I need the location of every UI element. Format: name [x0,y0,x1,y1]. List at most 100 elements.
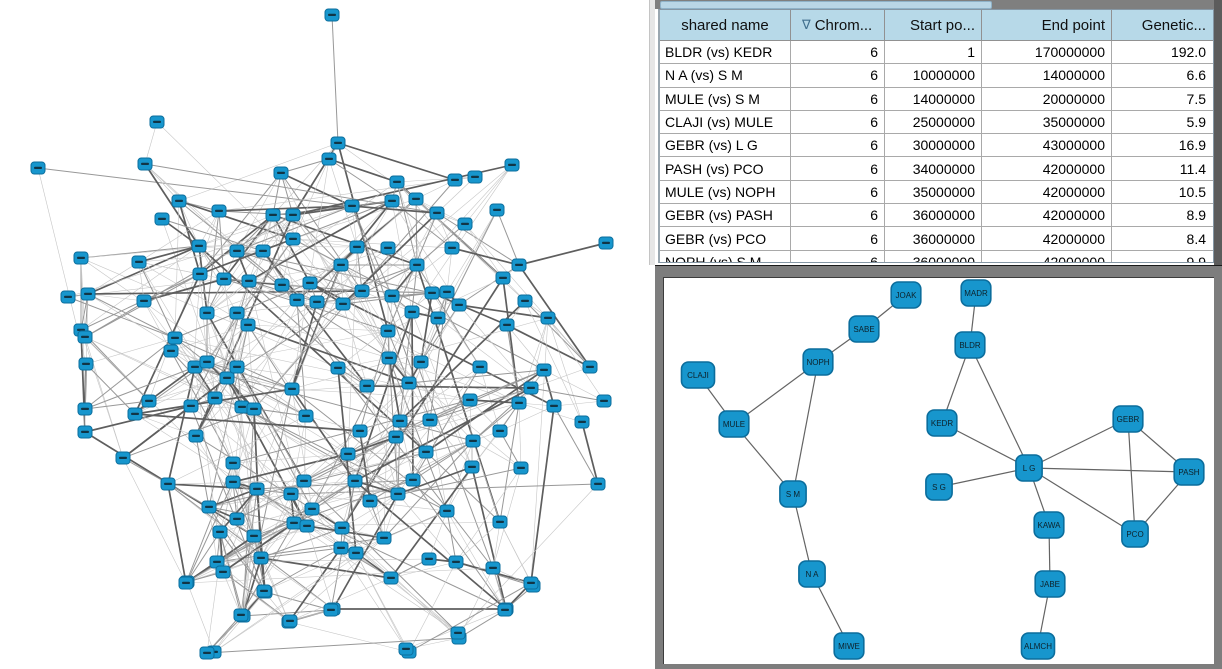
cell[interactable]: BLDR (vs) KEDR [660,41,791,64]
cell[interactable]: 35000000 [885,180,982,204]
cell[interactable]: 30000000 [885,134,982,157]
cell[interactable]: 6 [791,227,885,250]
network-edge [67,205,353,298]
cell[interactable]: 16.9 [1178,137,1206,154]
subnetwork-node-s-g[interactable] [925,473,953,501]
cell[interactable]: NOPH (vs) S M [660,250,791,262]
cell[interactable]: MULE (vs) S M [660,87,791,110]
cell[interactable]: GEBR (vs) PASH [660,204,791,227]
cell[interactable]: 5.9 [1186,114,1206,131]
cell[interactable]: N A (vs) S M [660,64,791,87]
cell[interactable]: 6 [791,110,885,134]
cell[interactable]: CLAJI (vs) MULE [660,110,791,134]
cell[interactable]: 36000000 [885,250,982,262]
cell[interactable]: 6 [791,204,885,227]
subnetwork-node-s-m[interactable] [779,480,807,508]
cell[interactable]: 14000000 [885,87,982,110]
subnetwork-node-n-a[interactable] [798,560,826,588]
cell[interactable]: 6 [791,87,885,110]
subnetwork-edge[interactable] [969,344,1030,469]
cell[interactable]: 36000000 [885,227,982,250]
subnetwork-node-madr[interactable] [960,279,992,307]
cell[interactable]: MULE (vs) NOPH [660,180,791,204]
column-header-shared-name[interactable]: shared name [660,10,791,40]
cell[interactable]: 6.6 [1186,67,1206,84]
column-header-genetic[interactable]: Genetic... [1112,10,1212,40]
table-row[interactable]: MULE (vs) S M 6 14000000 20000000 7.5 [660,87,1213,111]
subnetwork-node-joak[interactable] [890,281,922,309]
cell[interactable]: GEBR (vs) PCO [660,227,791,250]
column-header-end-point[interactable]: End point [982,10,1112,40]
subnetwork-node-gebr[interactable] [1112,405,1144,433]
subnetwork-edge[interactable] [792,361,819,495]
subnetwork-edge[interactable] [938,467,1030,488]
cell[interactable]: 6 [791,180,885,204]
subnetwork-node-pash[interactable] [1173,458,1205,486]
subnetwork-edge[interactable] [1127,418,1136,535]
table-row[interactable]: PASH (vs) PCO 6 34000000 42000000 11.4 [660,157,1213,181]
cell[interactable]: 11.4 [1179,160,1206,177]
cell[interactable]: 192.0 [1170,44,1206,61]
network-edge [328,158,358,248]
cell[interactable]: 10.5 [1178,183,1206,200]
cell[interactable]: 8.9 [1186,207,1206,224]
cell[interactable]: 42000000 [982,250,1112,262]
subnetwork-node-noph[interactable] [802,348,834,376]
cell[interactable]: 7.5 [1186,90,1206,107]
subnetwork-edge[interactable] [1028,418,1129,469]
subnetwork-node-claji[interactable] [680,361,716,389]
table-row[interactable]: GEBR (vs) PCO 6 36000000 42000000 8.4 [660,227,1213,251]
cell[interactable]: 35000000 [982,110,1112,134]
table-row[interactable]: BLDR (vs) KEDR 6 1 170000000 192.0 [660,41,1213,65]
subnetwork-node-sabe[interactable] [848,315,880,343]
scrollbar-thumb[interactable] [660,1,992,9]
subnetwork-node-kedr[interactable] [926,409,958,437]
cell[interactable]: 42000000 [982,204,1112,227]
network-edge [288,547,342,623]
cell[interactable]: 42000000 [982,180,1112,204]
subnetwork-node-l-g[interactable] [1015,454,1043,482]
subnetwork-node-jabe[interactable] [1034,570,1066,598]
subnetwork-edge[interactable] [1028,467,1190,473]
cell[interactable]: 6 [791,157,885,180]
column-header-chrom[interactable]: ∇ Chrom... [791,10,885,40]
subnetwork-node-miwe[interactable] [833,632,865,660]
horizontal-scrollbar[interactable] [655,0,1214,9]
table-row[interactable]: NOPH (vs) S M 6 36000000 42000000 9.9 [660,250,1213,263]
cell[interactable]: 20000000 [982,87,1112,110]
table-row[interactable]: GEBR (vs) L G 6 30000000 43000000 16.9 [660,134,1213,158]
subnetwork-edge[interactable] [1028,467,1136,535]
cell[interactable]: 170000000 [982,41,1112,64]
subnetwork-node-kawa[interactable] [1033,511,1065,539]
subnetwork-node-mule[interactable] [718,410,750,438]
subnetwork-node-pco[interactable] [1121,520,1149,548]
cell[interactable]: GEBR (vs) L G [660,134,791,157]
cell[interactable]: 43000000 [982,134,1112,157]
table-row[interactable]: N A (vs) S M 6 10000000 14000000 6.6 [660,64,1213,88]
cell[interactable]: 6 [791,250,885,262]
subnetwork-canvas[interactable]: JOAK SABE NOPH CLAJI MULE MADR BLDR KEDR GEBR L G… [663,277,1214,664]
cell[interactable]: 6 [791,134,885,157]
cell[interactable]: 9.9 [1186,253,1206,263]
cell[interactable]: 42000000 [982,227,1112,250]
table-row[interactable]: MULE (vs) NOPH 6 35000000 42000000 10.5 [660,180,1213,205]
cell[interactable]: 42000000 [982,157,1112,180]
cell[interactable]: 6 [791,41,885,64]
filter-icon[interactable]: ∇ [802,17,811,32]
cell[interactable]: 6 [791,64,885,87]
cell[interactable]: 25000000 [885,110,982,134]
network-edge [464,164,513,225]
column-header-start-po[interactable]: Start po... [885,10,982,40]
cell[interactable]: 36000000 [885,204,982,227]
cell[interactable]: 10000000 [885,64,982,87]
subnetwork-node-bldr[interactable] [954,331,986,359]
cell[interactable]: 34000000 [885,157,982,180]
cell[interactable]: 14000000 [982,64,1112,87]
subnetwork-node-almch[interactable] [1020,632,1056,660]
cell[interactable]: 8.4 [1186,230,1206,247]
subnetwork-node-label: NOPH [806,358,829,367]
table-row[interactable]: CLAJI (vs) MULE 6 25000000 35000000 5.9 [660,110,1213,135]
table-row[interactable]: GEBR (vs) PASH 6 36000000 42000000 8.9 [660,204,1213,228]
cell[interactable]: 1 [885,41,982,64]
cell[interactable]: PASH (vs) PCO [660,157,791,180]
